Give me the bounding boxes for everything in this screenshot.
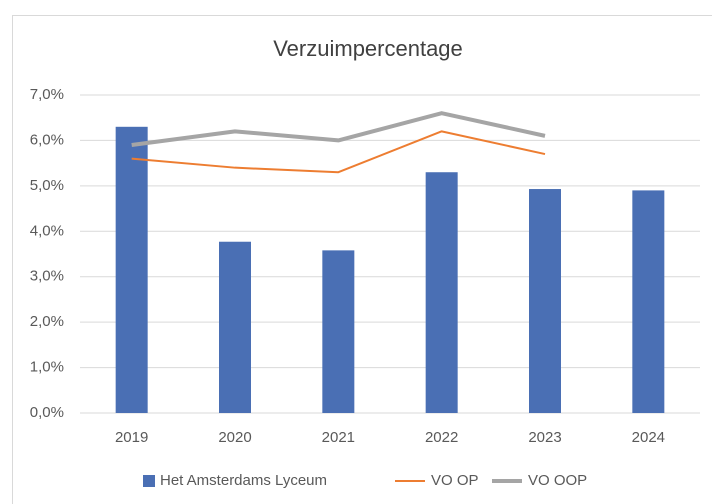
bar — [219, 241, 251, 413]
bar — [529, 189, 561, 413]
y-tick-label: 1,0% — [30, 359, 64, 376]
y-tick-label: 2,0% — [30, 313, 64, 330]
y-tick-label: 5,0% — [30, 177, 64, 194]
chart-title: Verzuimpercentage — [273, 36, 463, 61]
y-tick-label: 6,0% — [30, 131, 64, 148]
line — [131, 111, 546, 147]
legend-swatch — [143, 475, 155, 487]
x-tick-label: 2019 — [115, 429, 148, 446]
bar — [322, 250, 355, 413]
y-tick-label: 0,0% — [30, 404, 64, 421]
x-tick-label: 2020 — [218, 429, 251, 446]
x-tick-label: 2023 — [528, 429, 561, 446]
y-tick-label: 3,0% — [30, 268, 64, 285]
x-tick-label: 2021 — [322, 429, 355, 446]
x-tick-label: 2024 — [632, 429, 665, 446]
bar — [632, 190, 665, 413]
legend-label: Het Amsterdams Lyceum — [160, 472, 327, 489]
legend-label: VO OP — [431, 472, 479, 489]
line — [131, 130, 546, 174]
x-tick-label: 2022 — [425, 429, 458, 446]
bar — [115, 126, 148, 414]
y-tick-label: 7,0% — [30, 86, 64, 103]
legend-label: VO OOP — [528, 472, 587, 489]
bar — [425, 172, 458, 413]
y-tick-label: 4,0% — [30, 222, 64, 239]
